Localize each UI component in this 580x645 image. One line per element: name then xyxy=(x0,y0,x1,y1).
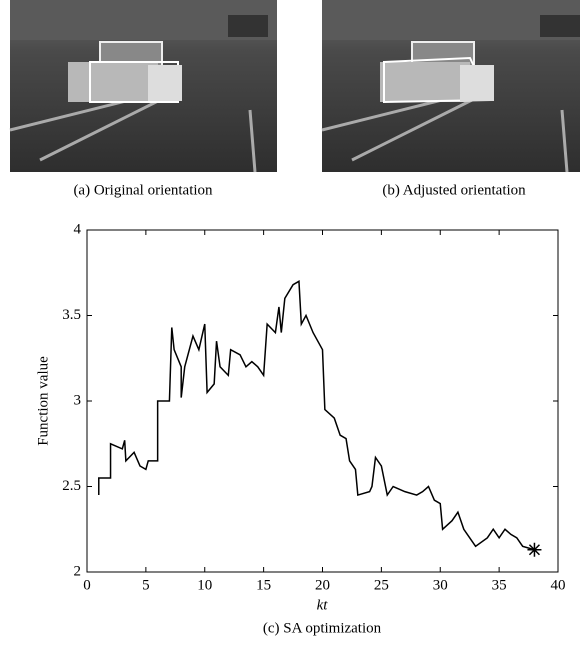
y-tick-label: 3.5 xyxy=(62,307,81,323)
image-original xyxy=(9,0,277,173)
x-tick-label: 5 xyxy=(142,577,150,593)
y-tick-label: 2.5 xyxy=(62,478,81,494)
x-tick-label: 10 xyxy=(197,577,212,593)
x-axis-label: kt xyxy=(317,597,329,613)
x-tick-label: 30 xyxy=(433,577,448,593)
y-axis-label: Function value xyxy=(35,356,51,446)
chart-caption: (c) SA optimization xyxy=(263,620,382,636)
x-tick-label: 0 xyxy=(83,577,91,593)
x-tick-label: 25 xyxy=(374,577,389,593)
line xyxy=(98,280,535,551)
y-tick-label: 2 xyxy=(74,563,82,579)
star-marker xyxy=(527,542,542,557)
x-tick-label: 15 xyxy=(256,577,271,593)
caption: (a) Original orientation xyxy=(73,182,213,198)
y-tick-label: 3 xyxy=(74,392,82,408)
x-tick-label: 35 xyxy=(492,577,507,593)
y-tick-label: 4 xyxy=(74,221,82,237)
caption: (b) Adjusted orientation xyxy=(382,182,526,198)
x-tick-label: 40 xyxy=(551,577,566,593)
image-adjusted xyxy=(321,0,580,173)
x-tick-label: 20 xyxy=(315,577,330,593)
